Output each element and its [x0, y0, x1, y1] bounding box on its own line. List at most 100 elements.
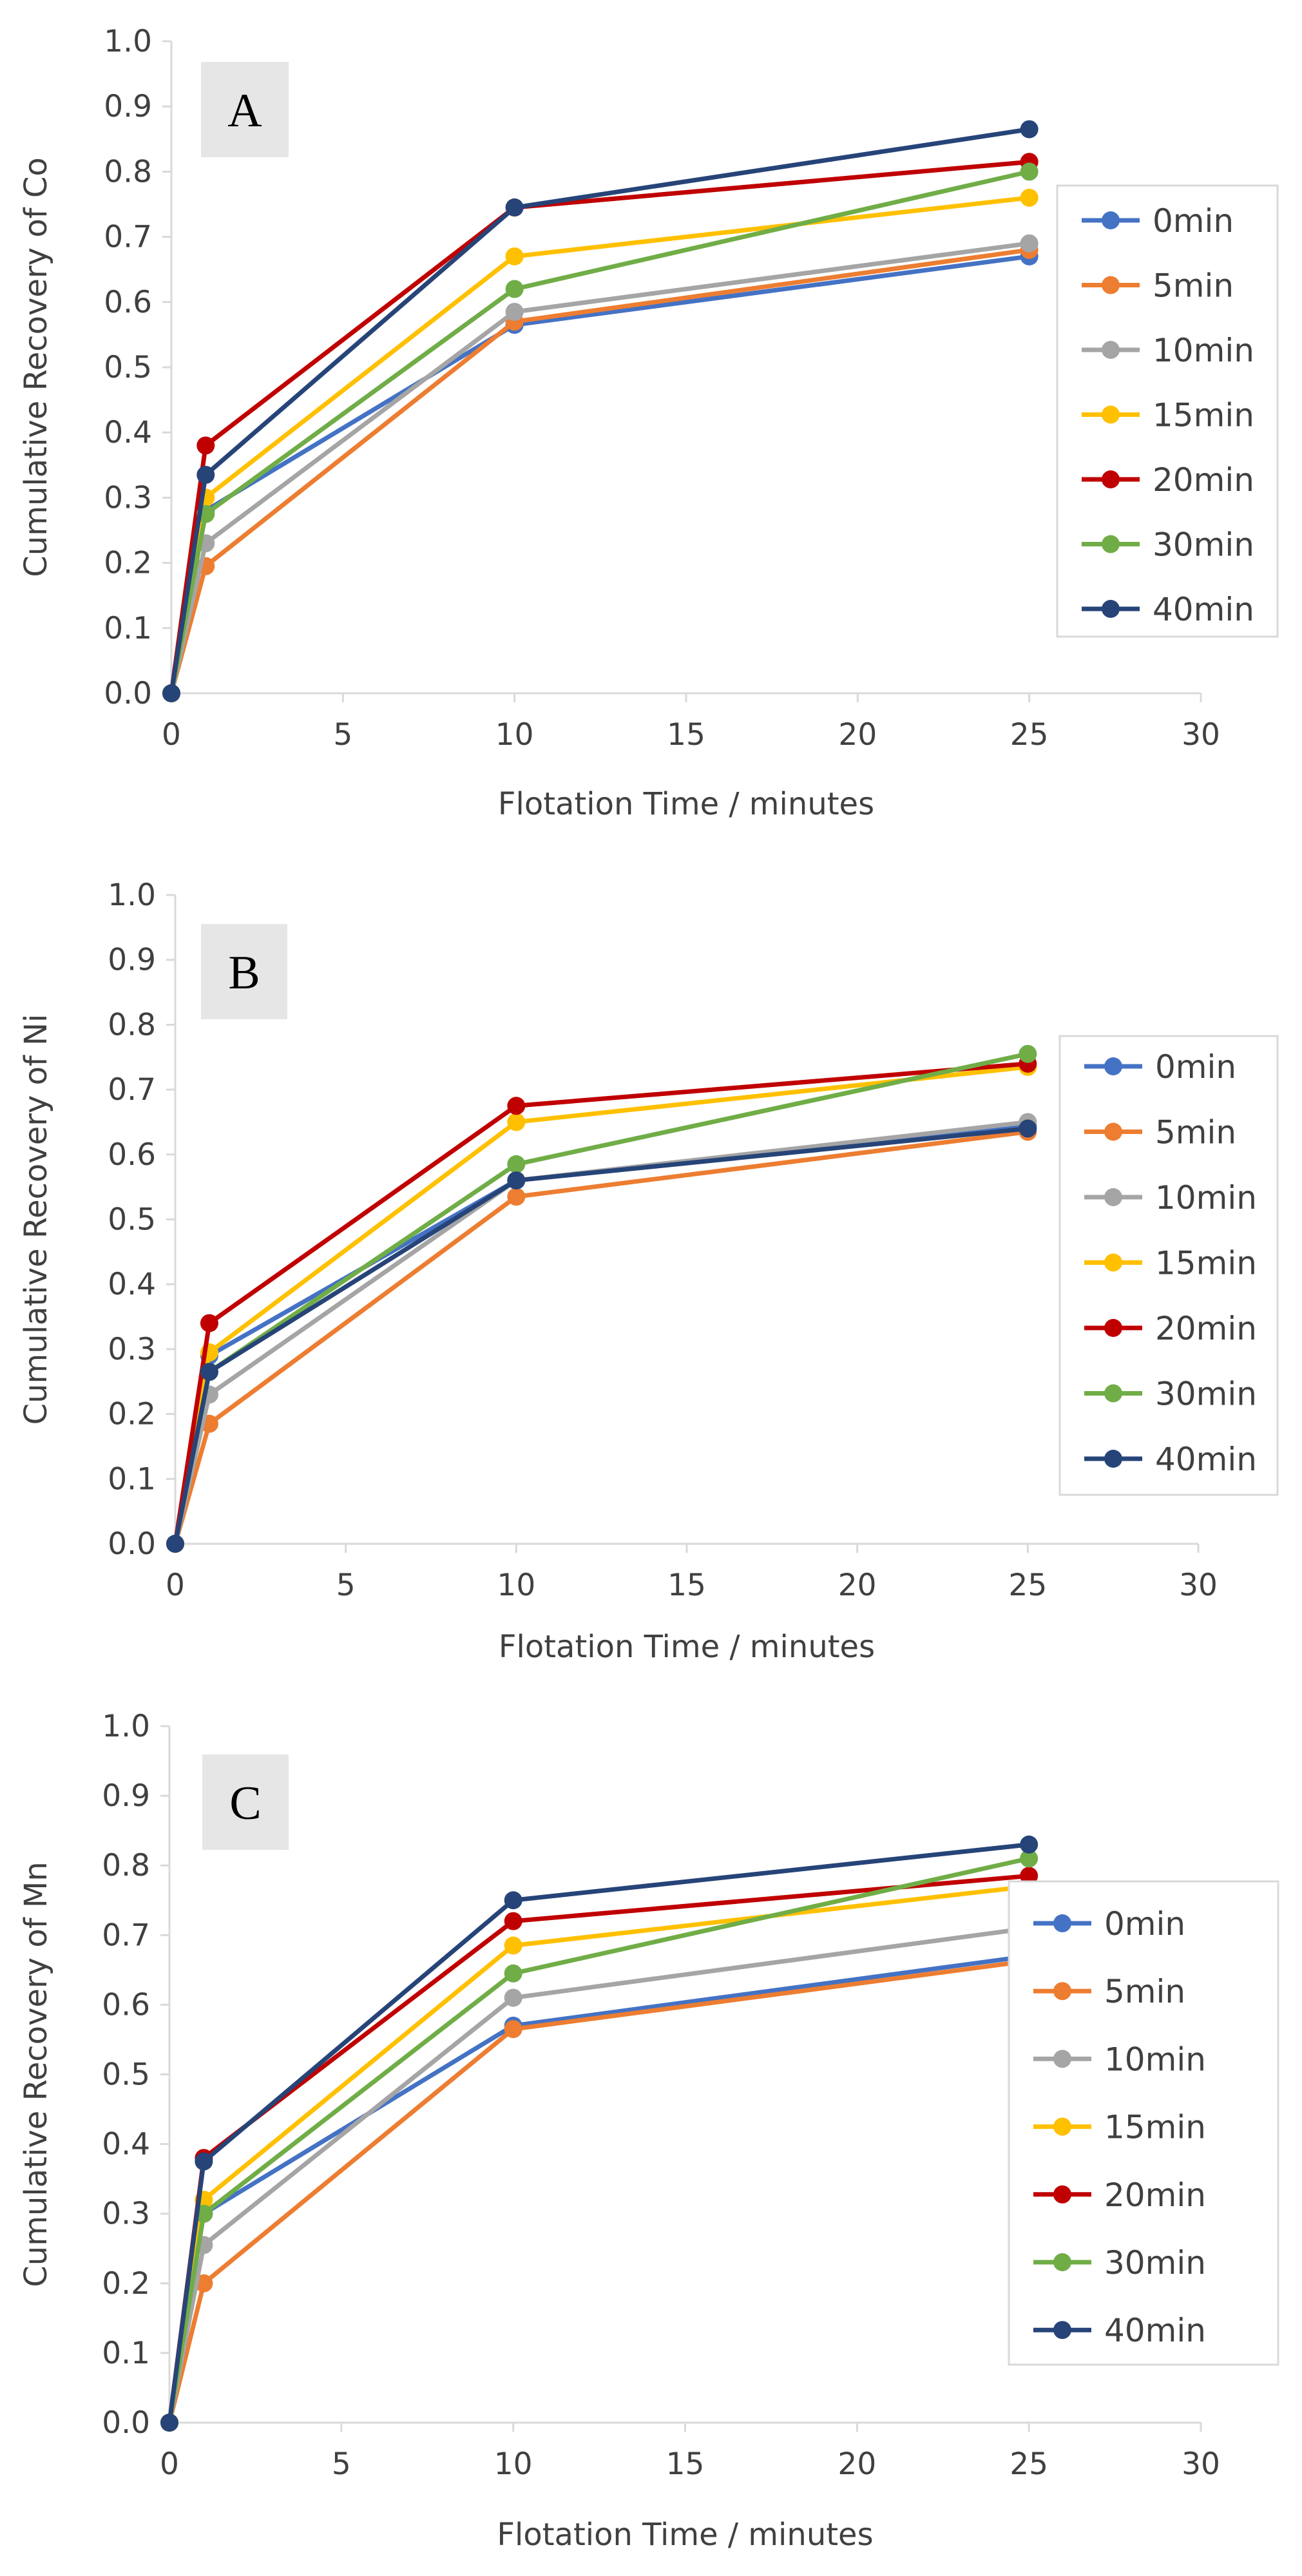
y-tick-label: 0.1 [104, 611, 152, 646]
legend-label-5min: 5min [1153, 267, 1234, 305]
panel-label: B [228, 947, 260, 999]
series-line-5min [167, 1958, 1029, 2423]
y-axis-title: Cumulative Recovery of Ni [18, 1014, 54, 1425]
y-tick-label: 0.6 [102, 1987, 150, 2023]
legend-label-30min: 30min [1104, 2244, 1206, 2282]
x-tick-label: 0 [160, 2446, 179, 2482]
y-tick-label: 0.1 [102, 2336, 150, 2371]
y-tick-label: 0.6 [104, 285, 152, 320]
y-tick-label: 1.0 [108, 878, 156, 913]
x-tick-label: 25 [1010, 2446, 1048, 2482]
panel-label-box [201, 62, 289, 157]
legend-label-0min: 0min [1153, 202, 1234, 240]
x-tick-label: 30 [1182, 2446, 1220, 2482]
x-tick-label: 15 [667, 1568, 706, 1603]
data-point-40min [507, 1171, 526, 1190]
y-tick-label: 0.5 [102, 2057, 150, 2093]
data-point-15min [507, 1113, 526, 1131]
x-tick-label: 30 [1182, 717, 1220, 753]
panel-label-box [201, 924, 287, 1019]
legend-box [1008, 1880, 1279, 2366]
y-tick-label: 0.8 [108, 1007, 156, 1043]
legend-box [1056, 184, 1279, 638]
y-tick-label: 0.4 [108, 1267, 156, 1302]
legend-marker-5min [1104, 1122, 1122, 1141]
x-tick-label: 10 [497, 1568, 535, 1603]
legend-label-30min: 30min [1155, 1376, 1257, 1413]
legend-label-40min: 40min [1153, 591, 1254, 628]
data-point-30min [505, 280, 524, 298]
data-point-30min [1019, 1044, 1037, 1063]
y-tick-label: 0.4 [104, 415, 152, 450]
x-tick-label: 20 [838, 2446, 876, 2482]
data-point-40min [505, 198, 524, 217]
data-point-30min [1020, 1849, 1039, 1868]
x-axis-title: Flotation Time / minutes [498, 786, 874, 822]
y-tick-label: 0.3 [102, 2196, 150, 2232]
series-line-20min [169, 159, 1029, 694]
data-point-5min [507, 1187, 526, 1206]
x-axis-title: Flotation Time / minutes [497, 2517, 873, 2553]
data-point-40min [1019, 1119, 1037, 1138]
y-tick-label: 0.2 [108, 1397, 156, 1432]
legend-marker-0min [1053, 1914, 1071, 1932]
legend-marker-40min [1102, 600, 1120, 618]
y-tick-label: 0.0 [108, 1526, 156, 1562]
x-tick-label: 25 [1008, 1568, 1047, 1603]
data-point-40min [1020, 120, 1039, 139]
chart-panel-c: 0.0 0.1 0.2 0.3 0.4 0.5 0.6 0.7 0.8 0.9 1.0 0 5 10 15 2… [18, 1709, 1279, 2553]
data-point-10min [504, 1988, 522, 2007]
legend-marker-10min [1053, 2050, 1071, 2068]
data-point-15min [1020, 188, 1039, 207]
y-tick-label: 0.5 [104, 350, 152, 385]
x-tick-label: 30 [1179, 1568, 1218, 1603]
panel-label: C [229, 1777, 261, 1830]
y-tick-label: 0.9 [102, 1778, 150, 1814]
legend-marker-15min [1104, 1253, 1122, 1272]
chart-panel-b: 0.0 0.1 0.2 0.3 0.4 0.5 0.6 0.7 0.8 0.9 1.0 0 5 10 15 2… [18, 878, 1279, 1665]
y-tick-label: 0.7 [102, 1918, 150, 1953]
series-line-10min [169, 241, 1030, 694]
legend-label-5min: 5min [1155, 1114, 1236, 1151]
y-tick-label: 0.8 [102, 1848, 150, 1883]
legend-label-10min: 10min [1155, 1179, 1257, 1216]
data-point-20min [504, 1912, 522, 1930]
legend-marker-5min [1053, 1982, 1071, 2001]
legend-label-40min: 40min [1104, 2312, 1206, 2349]
x-tick-label: 15 [667, 717, 705, 753]
chart-panel-a: 0.0 0.1 0.2 0.3 0.4 0.5 0.6 0.7 0.8 0.9 1.0 0 5 10 15 2… [18, 24, 1279, 822]
data-point-40min [504, 1891, 522, 1910]
legend-marker-20min [1104, 1319, 1122, 1337]
data-point-40min [200, 1363, 218, 1381]
x-axis-title: Flotation Time / minutes [499, 1629, 875, 1665]
legend-label-10min: 10min [1153, 332, 1254, 369]
legend-marker-40min [1053, 2321, 1071, 2340]
series-line-5min [173, 1129, 1028, 1544]
legend-label-20min: 20min [1104, 2177, 1206, 2214]
data-point-40min [160, 2414, 178, 2432]
data-point-40min [162, 684, 180, 702]
data-point-40min [166, 1535, 184, 1553]
y-tick-label: 0.0 [104, 676, 152, 711]
x-tick-label: 0 [166, 1568, 185, 1603]
data-point-20min [1020, 1867, 1039, 1885]
y-tick-label: 0.9 [108, 943, 156, 978]
data-point-40min [196, 465, 215, 484]
data-point-40min [195, 2152, 213, 2171]
x-tick-label: 0 [162, 717, 181, 753]
legend-box [1058, 1035, 1279, 1496]
x-tick-label: 20 [838, 717, 877, 753]
legend-label-0min: 0min [1104, 1905, 1185, 1943]
y-tick-label: 0.2 [104, 546, 152, 581]
y-tick-label: 0.5 [108, 1202, 156, 1238]
series-line-40min [173, 1126, 1028, 1544]
legend-marker-20min [1102, 470, 1120, 488]
legend-label-20min: 20min [1153, 461, 1254, 499]
legend-marker-30min [1053, 2253, 1071, 2271]
y-tick-label: 0.0 [102, 2405, 150, 2441]
legend-label-0min: 0min [1155, 1048, 1236, 1086]
panel-label: A [227, 84, 262, 137]
series-line-30min [169, 169, 1030, 694]
y-tick-label: 0.8 [104, 154, 152, 189]
